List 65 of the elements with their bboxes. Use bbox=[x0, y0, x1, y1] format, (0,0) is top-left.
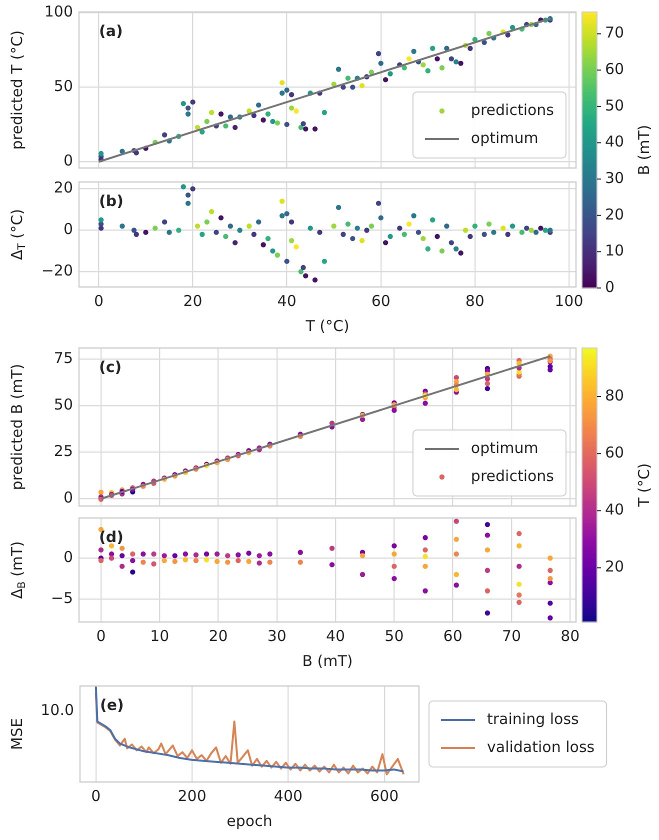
color-bar-label: 80 bbox=[605, 386, 624, 404]
y-tick-label: −5 bbox=[50, 588, 73, 607]
x-tick-label: 10 bbox=[150, 626, 170, 645]
x-tick-label: 20 bbox=[208, 626, 228, 645]
y-axis-title: ΔT (°C) bbox=[8, 208, 28, 260]
x-tick-label: 600 bbox=[370, 786, 399, 805]
x-tick-label: 40 bbox=[277, 292, 296, 310]
y-axis-title: predicted T (°C) bbox=[8, 30, 26, 150]
x-tick-label: 80 bbox=[465, 292, 484, 310]
x-tick-label: 60 bbox=[443, 626, 462, 645]
color-bar-label: 70 bbox=[605, 24, 624, 42]
text: (c) bbox=[99, 358, 122, 376]
x-tick-label: 60 bbox=[371, 292, 390, 310]
legend-label: validation loss bbox=[487, 738, 595, 756]
x-tick-label: 20 bbox=[183, 292, 202, 310]
color-bar-label: 20 bbox=[605, 205, 624, 224]
x-tick-label: 400 bbox=[274, 786, 303, 805]
text: 10.0 bbox=[40, 700, 74, 719]
color-bar-label: 60 bbox=[605, 60, 624, 78]
y-tick-label: 50 bbox=[54, 77, 73, 96]
legend-label: optimum bbox=[470, 438, 538, 457]
y-tick-label: 0 bbox=[63, 548, 73, 566]
legend-label: predictions bbox=[470, 100, 554, 119]
color-bar-label: 10 bbox=[605, 242, 624, 260]
y-axis-title: predicted B (mT) bbox=[8, 364, 26, 490]
y-tick-label: 75 bbox=[54, 349, 73, 368]
x-tick-label: 100 bbox=[554, 292, 584, 310]
y-axis-title: ΔB (mT) bbox=[8, 541, 28, 599]
color-bar-label: 40 bbox=[605, 500, 624, 519]
y-tick-label: 0 bbox=[63, 152, 73, 170]
color-bar-label: 0 bbox=[605, 278, 615, 296]
text: (e) bbox=[100, 696, 124, 714]
x-axis-title: B (mT) bbox=[302, 652, 353, 670]
x-tick-label: 80 bbox=[560, 626, 580, 645]
x-tick-label: 0 bbox=[96, 626, 106, 645]
x-tick-label: 50 bbox=[384, 626, 404, 645]
color-bar-label: 30 bbox=[605, 168, 624, 187]
x-tick-label: 200 bbox=[178, 786, 206, 805]
color-bar-label: 60 bbox=[605, 443, 624, 462]
color-bar-label: 20 bbox=[605, 558, 624, 576]
x-axis-title: epoch bbox=[226, 812, 272, 830]
color-bar-title: B (mT) bbox=[634, 124, 653, 176]
color-bar-title: T (°C) bbox=[634, 463, 653, 508]
x-tick-label: 0 bbox=[94, 292, 104, 310]
y-axis-title: MSE bbox=[8, 718, 26, 750]
legend-label: predictions bbox=[470, 466, 554, 485]
color-bar-label: 40 bbox=[605, 132, 624, 151]
y-tick-label: 50 bbox=[54, 396, 73, 414]
text: (b) bbox=[99, 192, 124, 210]
x-tick-label: 70 bbox=[502, 626, 522, 645]
y-tick-label: 25 bbox=[54, 442, 73, 460]
legend-label: optimum bbox=[470, 128, 538, 147]
x-tick-label: 0 bbox=[91, 786, 101, 805]
y-tick-label: 20 bbox=[54, 178, 73, 197]
x-tick-label: 30 bbox=[267, 626, 286, 645]
y-tick-label: 0 bbox=[63, 488, 73, 507]
x-tick-label: 40 bbox=[326, 626, 346, 645]
y-tick-label: 0 bbox=[63, 220, 73, 238]
text: (a) bbox=[99, 22, 123, 40]
x-axis-title: T (°C) bbox=[304, 316, 350, 335]
y-tick-label: 100 bbox=[44, 2, 73, 20]
text: (d) bbox=[99, 528, 124, 546]
y-tick-label: −20 bbox=[41, 262, 73, 280]
color-bar-label: 50 bbox=[605, 96, 624, 114]
legend-label: training loss bbox=[487, 710, 580, 728]
